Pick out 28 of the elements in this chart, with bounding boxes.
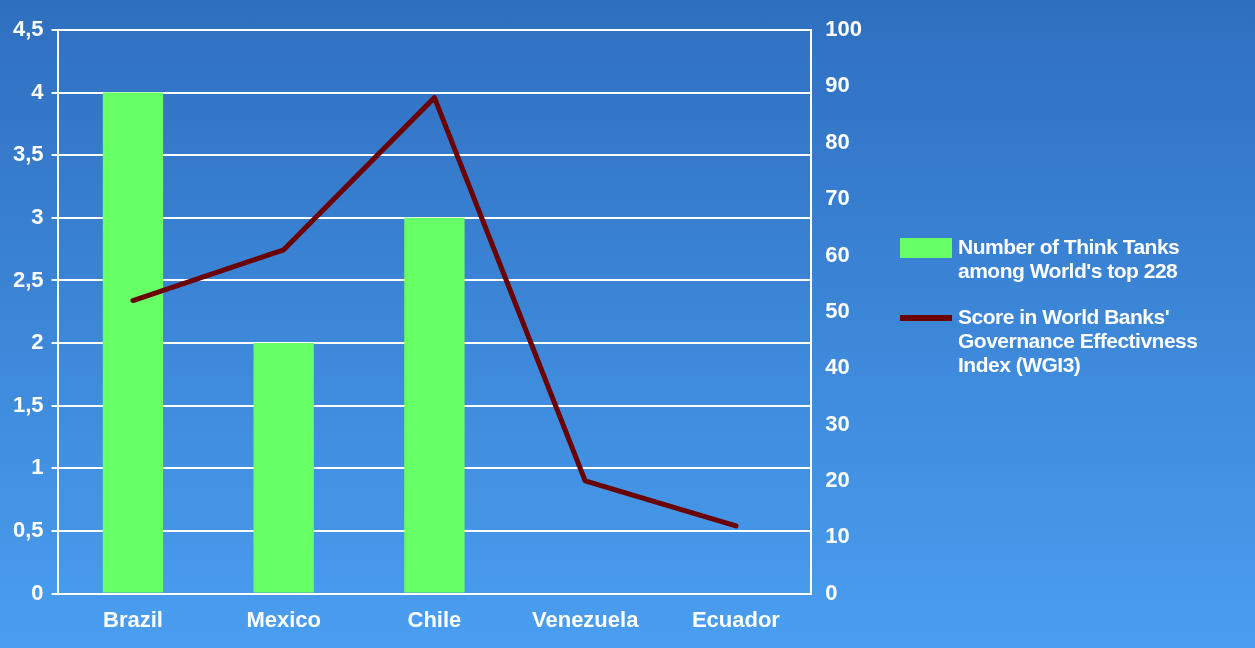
y-tick-label: 3 [31, 203, 44, 229]
y-tick-label: 2,5 [12, 266, 44, 292]
y-tick-label: 0,5 [12, 517, 44, 543]
y2-tick-label: 10 [825, 523, 850, 549]
y-tick-label: 0 [31, 579, 44, 605]
legend-label: Score in World Banks' Governance Effectivness Index (WGI3) [958, 305, 1199, 377]
y2-tick-label: 60 [825, 241, 850, 267]
y-tick-label: 1,5 [12, 391, 44, 417]
x-tick-label: Ecuador [691, 606, 781, 632]
y-tick-label: 2 [31, 329, 44, 355]
x-tick-label: Venezuela [531, 606, 640, 632]
y2-tick-label: 40 [825, 354, 850, 380]
y2-tick-label: 100 [825, 16, 863, 42]
y2-tick-label: 90 [825, 72, 850, 98]
y2-tick-label: 70 [825, 185, 850, 211]
x-tick-label: Brazil [102, 606, 163, 632]
legend-label: Number of Think Tanks among World's top 228 [958, 235, 1181, 283]
y-tick-label: 1 [31, 454, 44, 480]
y-tick-label: 4,5 [12, 16, 44, 42]
y2-tick-label: 30 [825, 410, 850, 436]
y2-tick-label: 50 [825, 297, 850, 323]
y2-tick-label: 20 [825, 466, 850, 492]
y2-tick-label: 0 [825, 579, 838, 605]
y2-tick-label: 80 [825, 128, 850, 154]
y-tick-label: 3,5 [12, 141, 44, 167]
x-tick-label: Mexico [246, 606, 321, 632]
x-tick-label: Chile [407, 606, 462, 632]
y-tick-label: 4 [31, 78, 45, 104]
